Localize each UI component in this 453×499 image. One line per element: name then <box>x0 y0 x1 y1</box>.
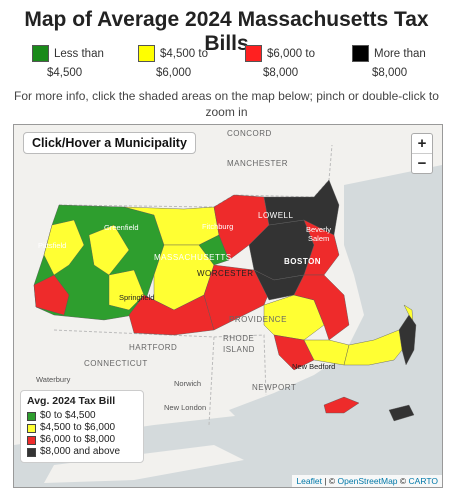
attrib-sep: | © <box>321 476 338 486</box>
label-springfield: Springfield <box>119 293 155 302</box>
carto-link[interactable]: CARTO <box>408 476 438 486</box>
map-legend-label: $6,000 to $8,000 <box>40 434 116 445</box>
map-legend-row: $6,000 to $8,000 <box>27 434 137 446</box>
label-worcester: WORCESTER <box>197 269 254 278</box>
map-legend-label: $0 to $4,500 <box>40 410 96 421</box>
map-legend-title: Avg. 2024 Tax Bill <box>27 395 116 407</box>
label-pittsfield: Pittsfield <box>38 241 67 250</box>
legend-label-line1: $6,000 to <box>267 48 315 60</box>
map-instructions: For more info, click the shaded areas on… <box>14 89 439 119</box>
map-legend: Avg. 2024 Tax Bill $0 to $4,500 $4,500 t… <box>20 390 144 463</box>
map-legend-label: $4,500 to $6,000 <box>40 422 116 433</box>
label-boston: BOSTON <box>284 257 322 266</box>
label-concord: CONCORD <box>227 129 272 138</box>
osm-link[interactable]: OpenStreetMap <box>337 476 398 486</box>
label-lowell: LOWELL <box>258 211 294 220</box>
label-manchester: MANCHESTER <box>227 159 289 168</box>
municipality-info-box: Click/Hover a Municipality <box>23 132 196 154</box>
legend-swatch-yellow <box>138 45 155 62</box>
label-beverly: Beverly <box>306 225 332 234</box>
ocean <box>229 165 442 487</box>
legend-label-line1: Less than <box>54 48 104 60</box>
label-hartford: HARTFORD <box>129 343 178 352</box>
region-cape-cod-yellow[interactable] <box>343 304 415 366</box>
region-west-yellow[interactable] <box>43 219 85 276</box>
attrib-sep: © <box>397 476 409 486</box>
region-new-bedford-red[interactable] <box>273 334 315 371</box>
map-legend-row: $4,500 to $6,000 <box>27 422 137 434</box>
label-fitchburg: Fitchburg <box>202 222 234 231</box>
region-marthas-vineyard-red[interactable] <box>323 396 360 414</box>
legend-swatch-green <box>32 45 49 62</box>
label-newport: NEWPORT <box>252 383 297 392</box>
label-salem: Salem <box>308 234 330 243</box>
label-connecticut: CONNECTICUT <box>84 359 148 368</box>
zoom-control: + − <box>411 133 433 174</box>
region-nantucket-black[interactable] <box>388 404 415 422</box>
zoom-out-button[interactable]: − <box>412 153 432 173</box>
label-providence: PROVIDENCE <box>229 315 287 324</box>
legend-label-line1: $4,500 to <box>160 48 208 60</box>
legend-label-line2: $6,000 <box>156 67 192 79</box>
label-massachusetts: MASSACHUSETTS <box>154 253 232 262</box>
page-title: Map of Average 2024 Massachusetts Tax Bi… <box>24 8 429 55</box>
map-attribution: Leaflet | © OpenStreetMap © CARTO <box>292 475 442 487</box>
legend-label-line2: $4,500 <box>47 67 83 79</box>
region-west-red[interactable] <box>33 274 70 316</box>
legend-label-line2: $8,000 <box>372 67 408 79</box>
legend-label-line1: More than <box>374 48 426 60</box>
map-legend-row: $0 to $4,500 <box>27 410 137 422</box>
map-legend-label: $8,000 and above <box>40 446 121 457</box>
top-legend: Less than $4,500 $4,500 to $6,000 $6,000… <box>0 44 453 84</box>
map-legend-swatch-red <box>27 436 36 445</box>
map-container[interactable]: CONCORD MANCHESTER LOWELL MASSACHUSETTS … <box>13 124 443 488</box>
map-legend-row: $8,000 and above <box>27 446 137 458</box>
legend-label-line2: $8,000 <box>263 67 299 79</box>
map-legend-swatch-green <box>27 412 36 421</box>
leaflet-link[interactable]: Leaflet <box>296 476 322 486</box>
state-border-ct-ri <box>53 329 267 396</box>
label-rhode-island: RHODE ISLAND <box>223 334 255 354</box>
state-border-nh <box>58 144 333 208</box>
label-waterbury: Waterbury <box>36 375 71 384</box>
region-outer-cape-black[interactable] <box>398 314 417 366</box>
label-greenfield: Greenfield <box>104 223 139 232</box>
legend-swatch-red <box>245 45 262 62</box>
region-south-central-red[interactable] <box>128 294 215 336</box>
map-legend-swatch-black <box>27 448 36 457</box>
label-norwich: Norwich <box>174 379 202 388</box>
long-island <box>44 445 244 483</box>
legend-swatch-black <box>352 45 369 62</box>
region-berkshire-yellow[interactable] <box>88 224 130 276</box>
map-legend-swatch-yellow <box>27 424 36 433</box>
zoom-in-button[interactable]: + <box>417 135 427 152</box>
label-new-bedford: New Bedford <box>292 362 336 371</box>
region-springfield-yellow[interactable] <box>108 269 145 311</box>
label-new-london: New London <box>164 403 207 412</box>
